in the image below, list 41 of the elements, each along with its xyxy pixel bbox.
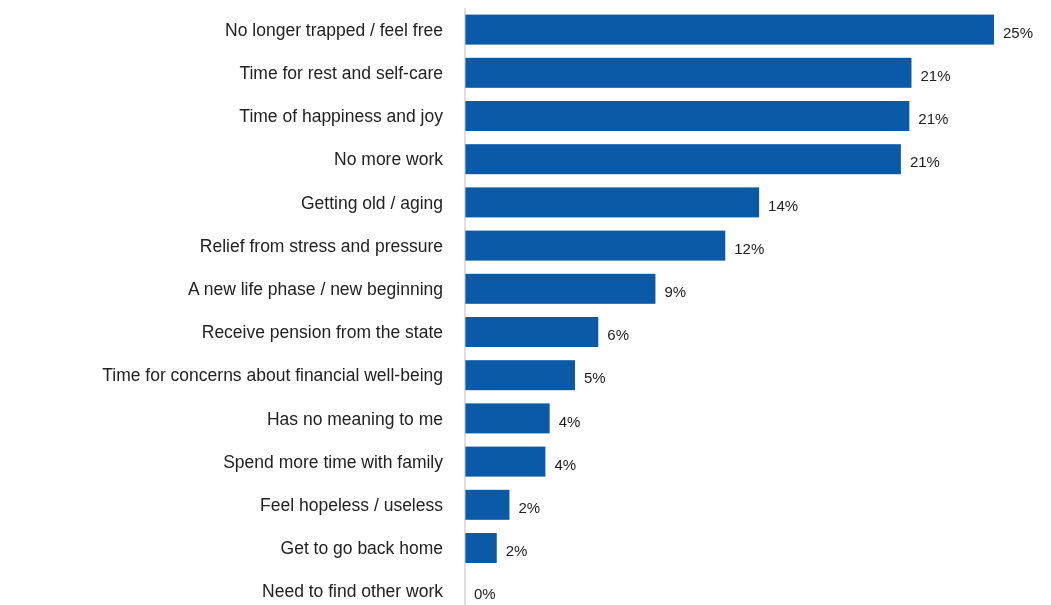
- y-tick-label: Spend more time with family: [223, 451, 444, 472]
- bar: [465, 230, 726, 261]
- data-label: 0%: [474, 585, 496, 603]
- y-tick-label: Has no meaning to me: [266, 408, 443, 429]
- data-label: 14%: [768, 196, 799, 214]
- data-label: 4%: [558, 412, 581, 430]
- bar: [465, 317, 599, 347]
- y-tick-label: Getting old / aging: [300, 192, 443, 213]
- data-label: 4%: [554, 455, 577, 473]
- bar: [465, 446, 546, 477]
- data-label: 25%: [1003, 23, 1034, 41]
- bar: [465, 144, 901, 175]
- data-label: 12%: [734, 239, 765, 257]
- data-label: 21%: [920, 67, 951, 85]
- data-label: 6%: [607, 326, 629, 344]
- bar: [465, 187, 760, 218]
- y-tick-label: No more work: [334, 149, 444, 170]
- y-tick-label: Time of happiness and joy: [239, 106, 444, 127]
- y-tick-label: A new life phase / new beginning: [188, 278, 443, 299]
- y-tick-label: Need to find other work: [262, 581, 444, 602]
- y-tick-label: Get to go back home: [280, 538, 443, 559]
- bar: [465, 533, 497, 563]
- y-tick-label: Relief from stress and pressure: [199, 235, 443, 256]
- bar: [465, 489, 510, 520]
- y-tick-label: Time for concerns about financial well-being: [102, 365, 443, 386]
- y-tick-label: Receive pension from the state: [201, 322, 443, 343]
- y-tick-label: Time for rest and self-care: [239, 62, 443, 83]
- data-label: 5%: [584, 369, 606, 387]
- bar: [465, 14, 994, 45]
- data-label: 2%: [518, 499, 541, 517]
- y-tick-label: No longer trapped / feel free: [225, 19, 443, 40]
- data-label: 21%: [909, 153, 940, 171]
- data-label: 21%: [918, 110, 949, 128]
- bar: [465, 57, 912, 88]
- bar: [465, 273, 656, 304]
- y-tick-label: Feel hopeless / useless: [260, 494, 444, 515]
- data-label: 9%: [664, 283, 687, 301]
- bar: [465, 360, 576, 391]
- bar: [465, 403, 550, 434]
- bar: [465, 101, 910, 131]
- data-label: 2%: [505, 542, 528, 560]
